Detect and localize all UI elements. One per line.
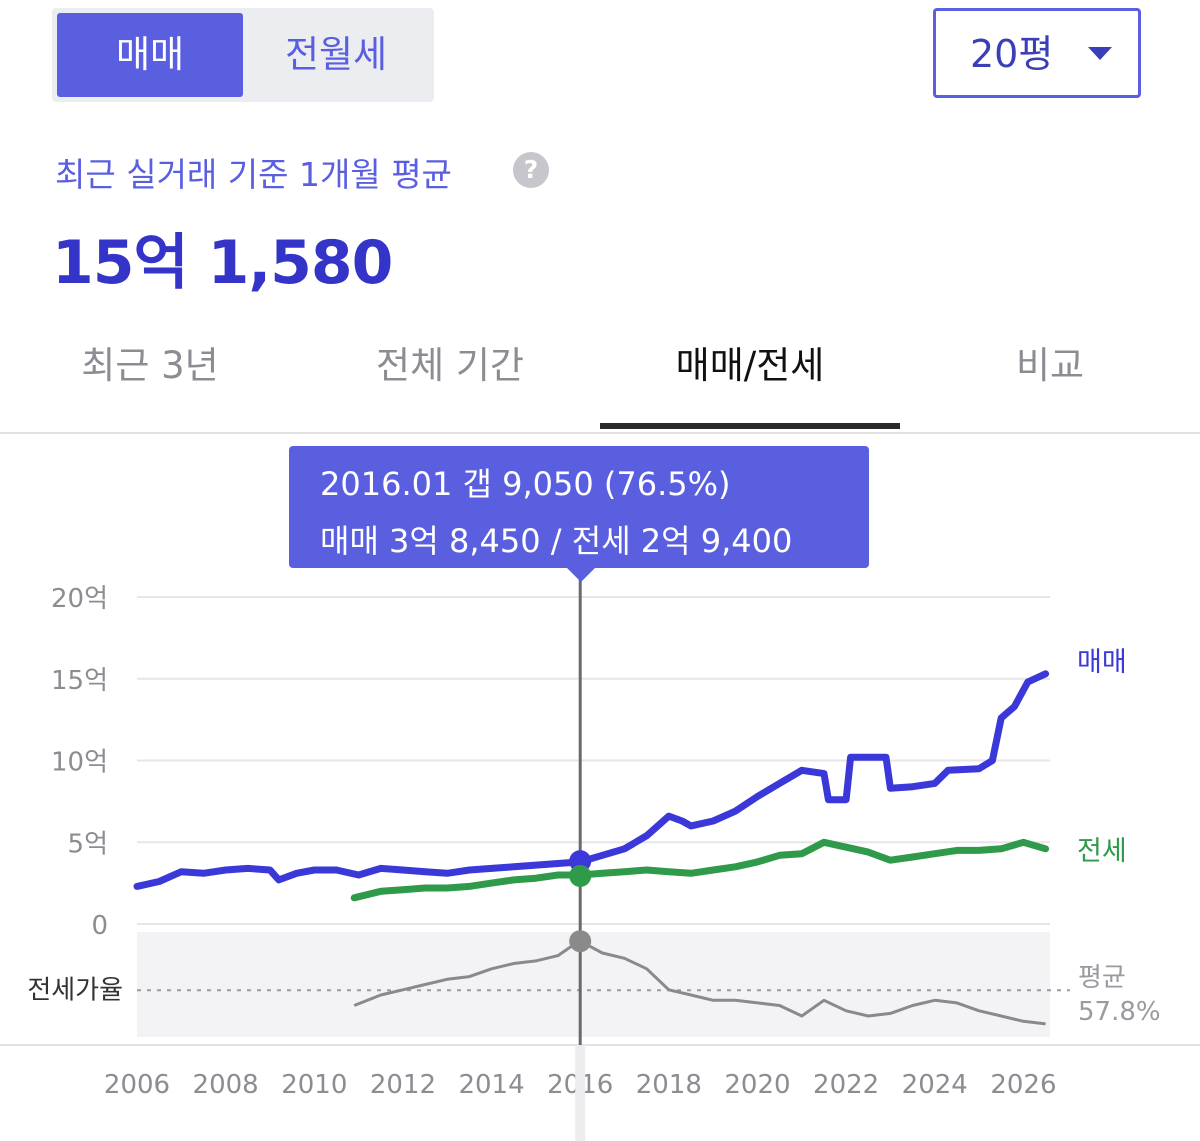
toggle-sale-button[interactable]: 매매	[57, 13, 243, 97]
y-tick-label: 15억	[51, 666, 108, 696]
deal-type-toggle: 매매 전월세	[52, 8, 434, 102]
x-tick-label: 2006	[104, 1070, 170, 1100]
ratio-axis-label: 전세가율	[27, 975, 123, 1005]
series-line-jeonse	[350, 838, 1050, 902]
jeonse-cursor-point	[569, 864, 592, 887]
cursor-axis-highlight	[575, 1045, 586, 1141]
series-label-jeonse: 전세	[1077, 836, 1127, 867]
tooltip-gap-line: 2016.01 갭 9,050 (76.5%)	[320, 465, 731, 503]
x-tick-label: 2022	[813, 1070, 879, 1100]
x-tick-label: 2008	[193, 1070, 259, 1100]
size-dropdown[interactable]: 20평	[933, 8, 1141, 98]
y-tick-label: 10억	[51, 748, 108, 778]
ratio-line	[353, 939, 1046, 1026]
x-tick-label: 2010	[281, 1070, 347, 1100]
ratio-cursor-point	[569, 930, 592, 953]
period-tabs: 최근 3년 전체 기간 매매/전세 비교	[0, 330, 1200, 434]
size-dropdown-value: 20평	[970, 32, 1054, 76]
toggle-rent-button[interactable]: 전월세	[284, 33, 388, 76]
x-tick-label: 2018	[636, 1070, 702, 1100]
average-price: 15억 1,580	[52, 228, 393, 298]
tooltip-price-line: 매매 3억 8,450 / 전세 2억 9,400	[320, 522, 793, 560]
tooltip-arrow	[567, 568, 595, 582]
chart-tooltip: 2016.01 갭 9,050 (76.5%) 매매 3억 8,450 / 전세…	[289, 446, 869, 568]
price-chart[interactable]: 05억10억15억20억2006200820102012201420162018…	[0, 432, 1200, 1141]
tab-all-period[interactable]: 전체 기간	[376, 344, 524, 387]
y-tick-label: 5억	[68, 829, 108, 859]
tab-sale-jeonse[interactable]: 매매/전세	[675, 344, 825, 387]
summary-subtitle: 최근 실거래 기준 1개월 평균	[55, 155, 452, 194]
x-tick-label: 2026	[990, 1070, 1056, 1100]
series-label-sale: 매매	[1077, 647, 1127, 678]
ratio-average-value: 57.8%	[1078, 997, 1161, 1027]
y-tick-label: 0	[91, 911, 108, 941]
caret-down-icon	[1088, 47, 1112, 60]
series-line-sale	[133, 670, 1050, 890]
y-tick-label: 20억	[51, 584, 108, 614]
tab-compare[interactable]: 비교	[1015, 344, 1085, 387]
x-tick-label: 2014	[458, 1070, 524, 1100]
ratio-average-label: 평균	[1078, 963, 1126, 993]
x-tick-label: 2024	[902, 1070, 968, 1100]
active-tab-indicator	[600, 423, 900, 429]
help-icon[interactable]: ?	[513, 152, 549, 188]
x-tick-label: 2020	[724, 1070, 790, 1100]
tab-recent-3-years[interactable]: 최근 3년	[81, 344, 219, 387]
x-tick-label: 2012	[370, 1070, 436, 1100]
